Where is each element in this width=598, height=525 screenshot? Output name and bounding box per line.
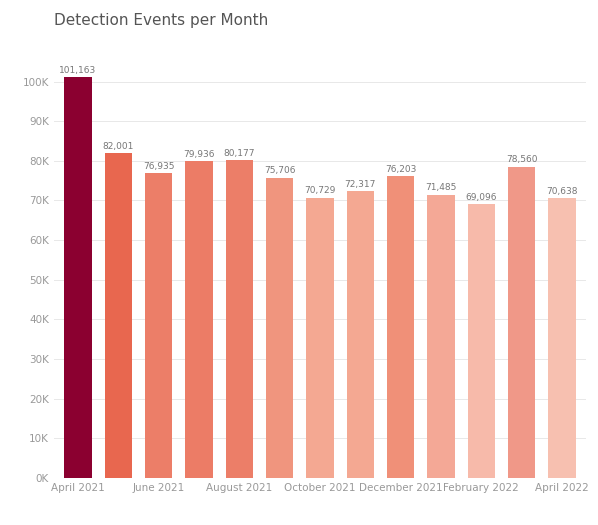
Bar [65,77,91,478]
Bar [387,176,414,478]
Text: 76,935: 76,935 [143,162,175,171]
Text: 78,560: 78,560 [506,155,537,164]
Bar [468,204,495,478]
Text: 82,001: 82,001 [103,142,134,151]
Text: 101,163: 101,163 [59,66,97,75]
Bar [306,197,334,478]
Text: 80,177: 80,177 [224,149,255,158]
Bar [548,198,575,478]
Bar [225,160,253,478]
Bar [105,153,132,478]
Text: 71,485: 71,485 [425,183,457,192]
Bar [266,178,293,478]
Bar [346,191,374,478]
Text: 72,317: 72,317 [344,180,376,189]
Text: 70,638: 70,638 [546,186,578,195]
Bar [508,166,535,478]
Text: 70,729: 70,729 [304,186,335,195]
Text: Detection Events per Month: Detection Events per Month [54,13,268,28]
Text: 76,203: 76,203 [385,164,416,173]
Bar [185,161,213,478]
Bar [145,173,172,478]
Text: 79,936: 79,936 [183,150,215,159]
Text: 75,706: 75,706 [264,166,295,175]
Bar [427,195,454,478]
Text: 69,096: 69,096 [465,193,497,202]
